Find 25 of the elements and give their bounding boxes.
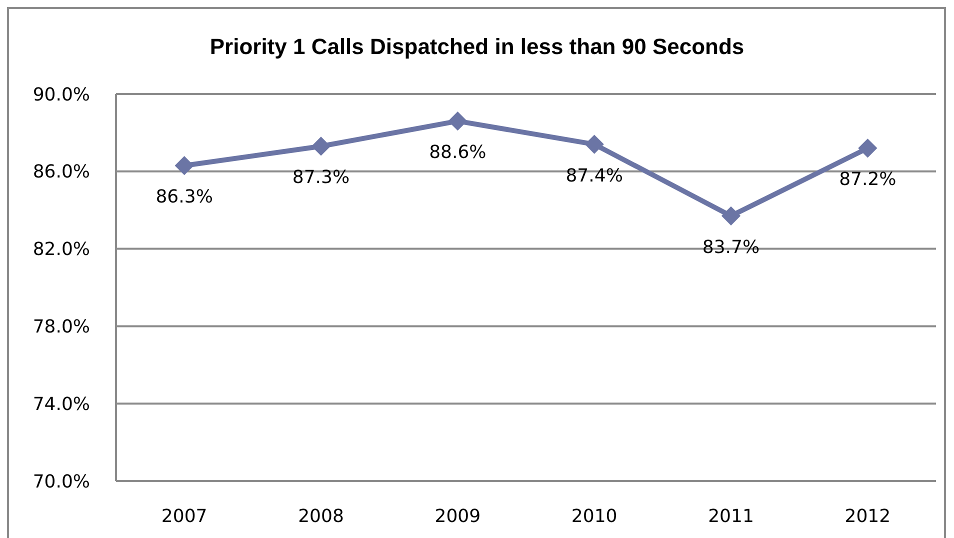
point [722, 206, 740, 226]
x-tick-label: 2012 [844, 506, 891, 527]
data-label: 88.6% [429, 142, 486, 164]
y-tick-label: 78.0% [32, 316, 90, 338]
x-tick-label: 2009 [434, 506, 481, 527]
y-tick-label: 86.0% [32, 162, 90, 183]
data-label: 83.7% [702, 236, 760, 258]
y-tick-label: 90.0% [32, 84, 90, 106]
x-tick-label: 2010 [571, 506, 618, 527]
data-label: 87.3% [292, 167, 350, 188]
x-tick-label: 2008 [298, 506, 344, 527]
x-tick-label: 2007 [161, 506, 208, 527]
y-tick-label: 74.0% [32, 394, 90, 415]
point [584, 134, 604, 154]
x-tick-label: 2011 [708, 506, 754, 527]
point [448, 112, 468, 130]
point [174, 156, 194, 175]
data-label: 87.2% [839, 169, 896, 190]
data-label: 86.3% [156, 186, 213, 208]
point [312, 136, 330, 156]
chart-title: Priority 1 Calls Dispatched in less than 90 Seconds [210, 34, 744, 59]
point [858, 138, 878, 158]
y-tick-label: 70.0% [32, 471, 90, 492]
y-tick-label: 82.0% [32, 239, 90, 260]
data-label: 87.4% [566, 165, 623, 186]
